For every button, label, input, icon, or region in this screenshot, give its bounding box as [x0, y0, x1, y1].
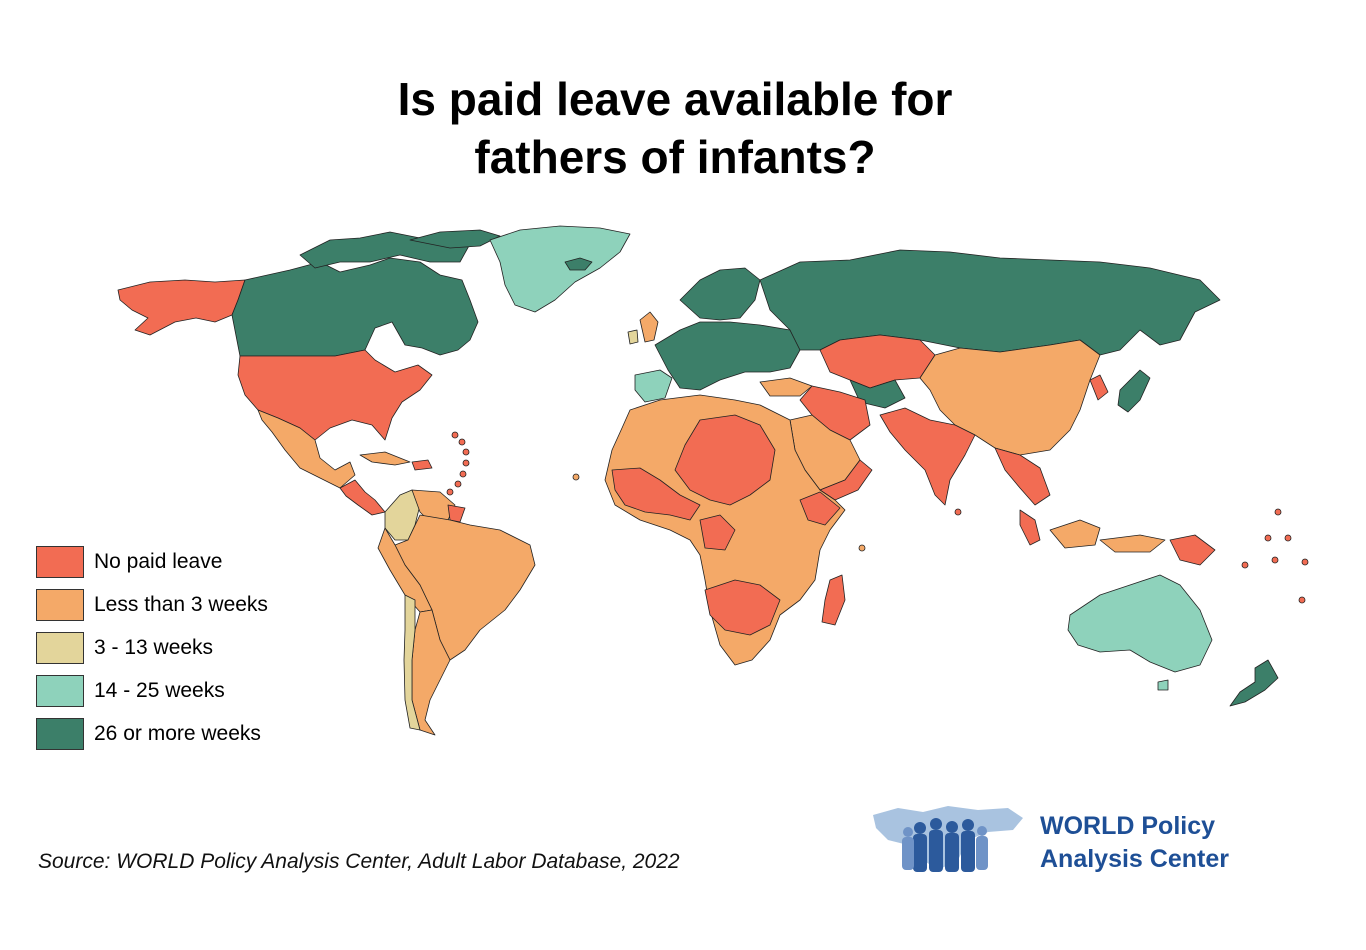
region-png [1169, 534, 1216, 566]
island-marker [459, 470, 467, 478]
region-horn [799, 491, 841, 526]
region-alaska [117, 279, 246, 336]
region-ireland [627, 329, 639, 345]
island-marker [462, 448, 470, 456]
logo-line-2: Analysis Center [1040, 845, 1229, 873]
island-marker [1271, 556, 1279, 564]
region-new-zealand [1229, 659, 1279, 707]
title-line-2: fathers of infants? [474, 131, 876, 183]
legend-swatch [36, 588, 84, 621]
island-marker [454, 480, 462, 488]
region-iberia [634, 369, 673, 403]
region-chile [403, 594, 421, 731]
logo-line-1: WORLD Policy [1040, 812, 1216, 840]
region-greenland [489, 225, 631, 313]
region-canada [231, 257, 479, 357]
region-india [879, 407, 976, 506]
legend-item: 14 - 25 weeks [36, 669, 268, 712]
region-turkey [759, 377, 813, 397]
region-korea [1089, 374, 1109, 401]
island-marker [1301, 558, 1309, 566]
region-southern-africa [704, 579, 781, 636]
region-russia [759, 249, 1221, 356]
region-arctic-islands-2 [409, 229, 501, 249]
region-indonesia-2 [1099, 534, 1166, 553]
map-legend: No paid leave Less than 3 weeks 3 - 13 wee… [36, 540, 268, 755]
legend-item: Less than 3 weeks [36, 583, 268, 626]
legend-label: 3 - 13 weeks [94, 635, 214, 659]
island-marker [954, 508, 962, 516]
legend-label: Less than 3 weeks [94, 592, 268, 616]
region-mexico [257, 409, 356, 489]
title-line-1: Is paid leave available for [397, 73, 953, 125]
island-marker [451, 431, 459, 439]
region-madagascar [821, 574, 846, 626]
island-marker [1264, 534, 1272, 542]
island-marker [1274, 508, 1282, 516]
legend-swatch [36, 674, 84, 707]
region-central-africa [699, 514, 736, 551]
world-map-people-icon [873, 806, 1023, 872]
region-uk [639, 311, 659, 343]
legend-label: 14 - 25 weeks [94, 678, 225, 702]
region-hispaniola [411, 459, 433, 471]
legend-item: No paid leave [36, 540, 268, 583]
region-indonesia [1049, 519, 1101, 549]
region-china [919, 339, 1101, 456]
legend-item: 26 or more weeks [36, 712, 268, 755]
logo-text: WORLD Policy Analysis Center [1040, 810, 1229, 876]
legend-item: 3 - 13 weeks [36, 626, 268, 669]
region-kazakhstan [819, 334, 936, 389]
region-malaysia [1019, 509, 1041, 546]
legend-label: No paid leave [94, 549, 223, 573]
legend-label: 26 or more weeks [94, 721, 261, 745]
region-australia [1067, 574, 1213, 673]
island-marker [1241, 561, 1249, 569]
island-marker [1284, 534, 1292, 542]
region-tasmania [1157, 679, 1169, 691]
legend-swatch [36, 545, 84, 578]
region-southeast-asia [994, 447, 1051, 506]
region-central-america [339, 479, 386, 516]
region-sahel-none [674, 414, 776, 506]
region-scandinavia [679, 267, 761, 321]
map-title: Is paid leave available for fathers of i… [0, 70, 1350, 186]
island-marker [458, 438, 466, 446]
legend-swatch [36, 717, 84, 750]
region-japan [1117, 369, 1151, 413]
region-iceland [564, 257, 593, 271]
region-cuba [359, 451, 411, 466]
region-west-africa-none [611, 467, 701, 521]
island-marker [1298, 596, 1306, 604]
island-marker [462, 459, 470, 467]
island-marker [572, 473, 580, 481]
region-europe [654, 321, 801, 391]
region-guianas [447, 504, 466, 523]
island-marker [446, 488, 454, 496]
legend-swatch [36, 631, 84, 664]
source-note: Source: WORLD Policy Analysis Center, Ad… [38, 850, 680, 873]
island-marker [858, 544, 866, 552]
org-logo: WORLD Policy Analysis Center [868, 800, 1268, 885]
